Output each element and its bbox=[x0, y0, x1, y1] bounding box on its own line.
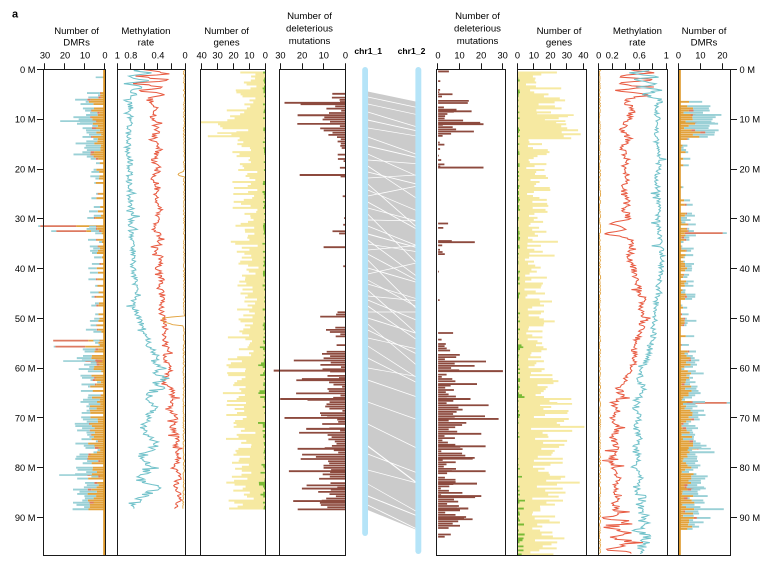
svg-text:10 M: 10 M bbox=[15, 115, 36, 125]
svg-text:DMRs: DMRs bbox=[691, 38, 718, 49]
svg-text:30: 30 bbox=[212, 51, 222, 61]
svg-text:0: 0 bbox=[102, 51, 107, 61]
svg-text:10: 10 bbox=[80, 51, 90, 61]
svg-text:30 M: 30 M bbox=[15, 214, 36, 224]
svg-text:20 M: 20 M bbox=[15, 165, 36, 175]
svg-text:chr1_1: chr1_1 bbox=[354, 46, 382, 56]
svg-text:0.4: 0.4 bbox=[152, 51, 165, 61]
svg-text:0 M: 0 M bbox=[740, 65, 756, 75]
svg-text:40 M: 40 M bbox=[15, 264, 36, 274]
svg-text:0: 0 bbox=[343, 51, 348, 61]
svg-text:Number of: Number of bbox=[537, 26, 582, 37]
svg-text:20 M: 20 M bbox=[740, 165, 761, 175]
svg-text:rate: rate bbox=[629, 38, 646, 49]
svg-text:90 M: 90 M bbox=[740, 513, 761, 523]
svg-text:50 M: 50 M bbox=[740, 314, 761, 324]
svg-text:mutations: mutations bbox=[289, 36, 331, 47]
svg-text:80 M: 80 M bbox=[15, 463, 36, 473]
svg-text:Number of: Number of bbox=[204, 26, 249, 37]
svg-text:50 M: 50 M bbox=[15, 314, 36, 324]
svg-text:30: 30 bbox=[275, 51, 285, 61]
svg-text:40: 40 bbox=[197, 51, 207, 61]
svg-text:70 M: 70 M bbox=[15, 413, 36, 423]
svg-text:10: 10 bbox=[454, 51, 464, 61]
svg-text:0: 0 bbox=[263, 51, 268, 61]
svg-text:20: 20 bbox=[60, 51, 70, 61]
svg-text:10: 10 bbox=[319, 51, 329, 61]
svg-text:0.6: 0.6 bbox=[633, 51, 646, 61]
svg-text:30 M: 30 M bbox=[740, 214, 761, 224]
svg-text:60 M: 60 M bbox=[740, 364, 761, 374]
svg-text:80 M: 80 M bbox=[740, 463, 761, 473]
svg-text:30: 30 bbox=[40, 51, 50, 61]
svg-text:20: 20 bbox=[476, 51, 486, 61]
svg-text:0: 0 bbox=[183, 51, 188, 61]
svg-text:0.2: 0.2 bbox=[606, 51, 619, 61]
svg-text:Number of: Number of bbox=[287, 11, 332, 22]
svg-text:mutations: mutations bbox=[457, 36, 499, 47]
svg-text:Methylation: Methylation bbox=[121, 26, 170, 37]
svg-text:70 M: 70 M bbox=[740, 413, 761, 423]
svg-text:rate: rate bbox=[138, 38, 155, 49]
svg-text:deleterious: deleterious bbox=[286, 24, 333, 35]
svg-text:a: a bbox=[12, 9, 19, 21]
svg-text:20: 20 bbox=[545, 51, 555, 61]
svg-text:deleterious: deleterious bbox=[454, 24, 501, 35]
svg-text:1: 1 bbox=[115, 51, 120, 61]
svg-text:10 M: 10 M bbox=[740, 115, 761, 125]
svg-text:chr1_2: chr1_2 bbox=[398, 46, 426, 56]
svg-text:Number of: Number of bbox=[682, 26, 727, 37]
svg-text:0: 0 bbox=[435, 51, 440, 61]
svg-text:10: 10 bbox=[244, 51, 254, 61]
svg-text:20: 20 bbox=[717, 51, 727, 61]
svg-text:40: 40 bbox=[578, 51, 588, 61]
svg-text:genes: genes bbox=[546, 38, 572, 49]
svg-text:1: 1 bbox=[664, 51, 669, 61]
svg-text:0 M: 0 M bbox=[20, 65, 36, 75]
svg-text:Methylation: Methylation bbox=[613, 26, 662, 37]
svg-text:0: 0 bbox=[596, 51, 601, 61]
svg-text:20: 20 bbox=[297, 51, 307, 61]
svg-text:20: 20 bbox=[228, 51, 238, 61]
svg-text:90 M: 90 M bbox=[15, 513, 36, 523]
svg-text:DMRs: DMRs bbox=[63, 38, 90, 49]
svg-text:Number of: Number of bbox=[54, 26, 99, 37]
svg-text:30: 30 bbox=[562, 51, 572, 61]
svg-text:0: 0 bbox=[515, 51, 520, 61]
svg-text:0.8: 0.8 bbox=[124, 51, 137, 61]
svg-text:10: 10 bbox=[529, 51, 539, 61]
svg-text:genes: genes bbox=[214, 38, 240, 49]
svg-text:60 M: 60 M bbox=[15, 364, 36, 374]
svg-text:10: 10 bbox=[695, 51, 705, 61]
svg-text:40 M: 40 M bbox=[740, 264, 761, 274]
svg-text:30: 30 bbox=[498, 51, 508, 61]
svg-text:0: 0 bbox=[676, 51, 681, 61]
svg-text:Number of: Number of bbox=[455, 11, 500, 22]
